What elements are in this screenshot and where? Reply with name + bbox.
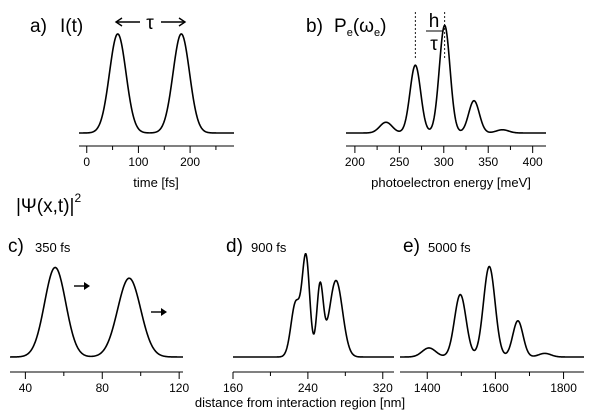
panel-e-label: e) [403, 236, 420, 257]
tick-label-c: 80 [96, 381, 110, 395]
curve-e [400, 265, 584, 358]
tick-label-d: 240 [298, 381, 318, 395]
x-ticks-b: 200 250 300 350 400 [345, 146, 543, 169]
panel-b-label: b) [306, 16, 323, 37]
curve-c [10, 266, 183, 358]
tau-arrow-a: τ [114, 13, 187, 34]
h-over-tau-denominator: τ [430, 34, 438, 55]
tick-label-b: 250 [389, 155, 409, 169]
tau-label-a: τ [146, 13, 154, 34]
curve-b [346, 24, 546, 134]
tick-label-d: 320 [373, 381, 393, 395]
shared-x-axis-title: distance from interaction region [nm] [195, 395, 405, 410]
panel-a-title: I(t) [60, 16, 83, 37]
direction-arrow-c1 [74, 282, 90, 290]
x-ticks-c: 40 80 120 [19, 372, 189, 395]
x-ticks-a: 0 100 200 [83, 146, 217, 169]
panel-c-time: 350 fs [35, 240, 71, 255]
curve-a [79, 33, 234, 134]
tick-label-c: 120 [169, 381, 189, 395]
panel-d: d) 900 fs 160 240 320 [223, 236, 394, 395]
x-axis-title-a: time [fs] [133, 175, 179, 190]
tick-label-d: 160 [223, 381, 243, 395]
x-axis-title-b: photoelectron energy [meV] [371, 175, 531, 190]
panel-d-time: 900 fs [251, 240, 287, 255]
panel-c: c) 350 fs 40 80 120 [8, 236, 189, 395]
panel-a: a) I(t) τ 0 100 200 time [fs] [30, 13, 234, 190]
x-ticks-e: 1400 1600 1800 [414, 372, 577, 395]
row2-title: |Ψ(x,t)|2 [16, 191, 81, 217]
tick-label-e: 1800 [550, 381, 577, 395]
tick-label-e: 1400 [414, 381, 441, 395]
tick-label-b: 350 [478, 155, 498, 169]
panel-a-label: a) [30, 16, 47, 37]
tick-label-c: 40 [19, 381, 33, 395]
dotted-guides-b [414, 12, 446, 60]
tick-label-a: 100 [128, 155, 148, 169]
h-over-tau-numerator: h [429, 11, 440, 32]
h-over-tau-annotation: h τ [426, 11, 443, 55]
tick-label-b: 300 [434, 155, 454, 169]
tick-label-b: 400 [523, 155, 543, 169]
tick-label-b: 200 [345, 155, 365, 169]
tick-label-a: 0 [83, 155, 90, 169]
panel-b-title: Pe(ωe) [334, 16, 386, 39]
x-ticks-d: 160 240 320 [223, 372, 393, 395]
curve-d [233, 253, 394, 358]
panel-e: e) 5000 fs 1400 1600 1800 [400, 236, 584, 395]
panel-e-time: 5000 fs [428, 240, 471, 255]
tick-label-e: 1600 [482, 381, 509, 395]
panel-d-label: d) [226, 236, 243, 257]
direction-arrow-c2 [151, 308, 167, 316]
panel-c-label: c) [8, 236, 24, 257]
tick-label-a: 200 [180, 155, 200, 169]
panel-b: b) Pe(ωe) h τ 200 250 300 350 400 photoelect… [306, 11, 546, 190]
